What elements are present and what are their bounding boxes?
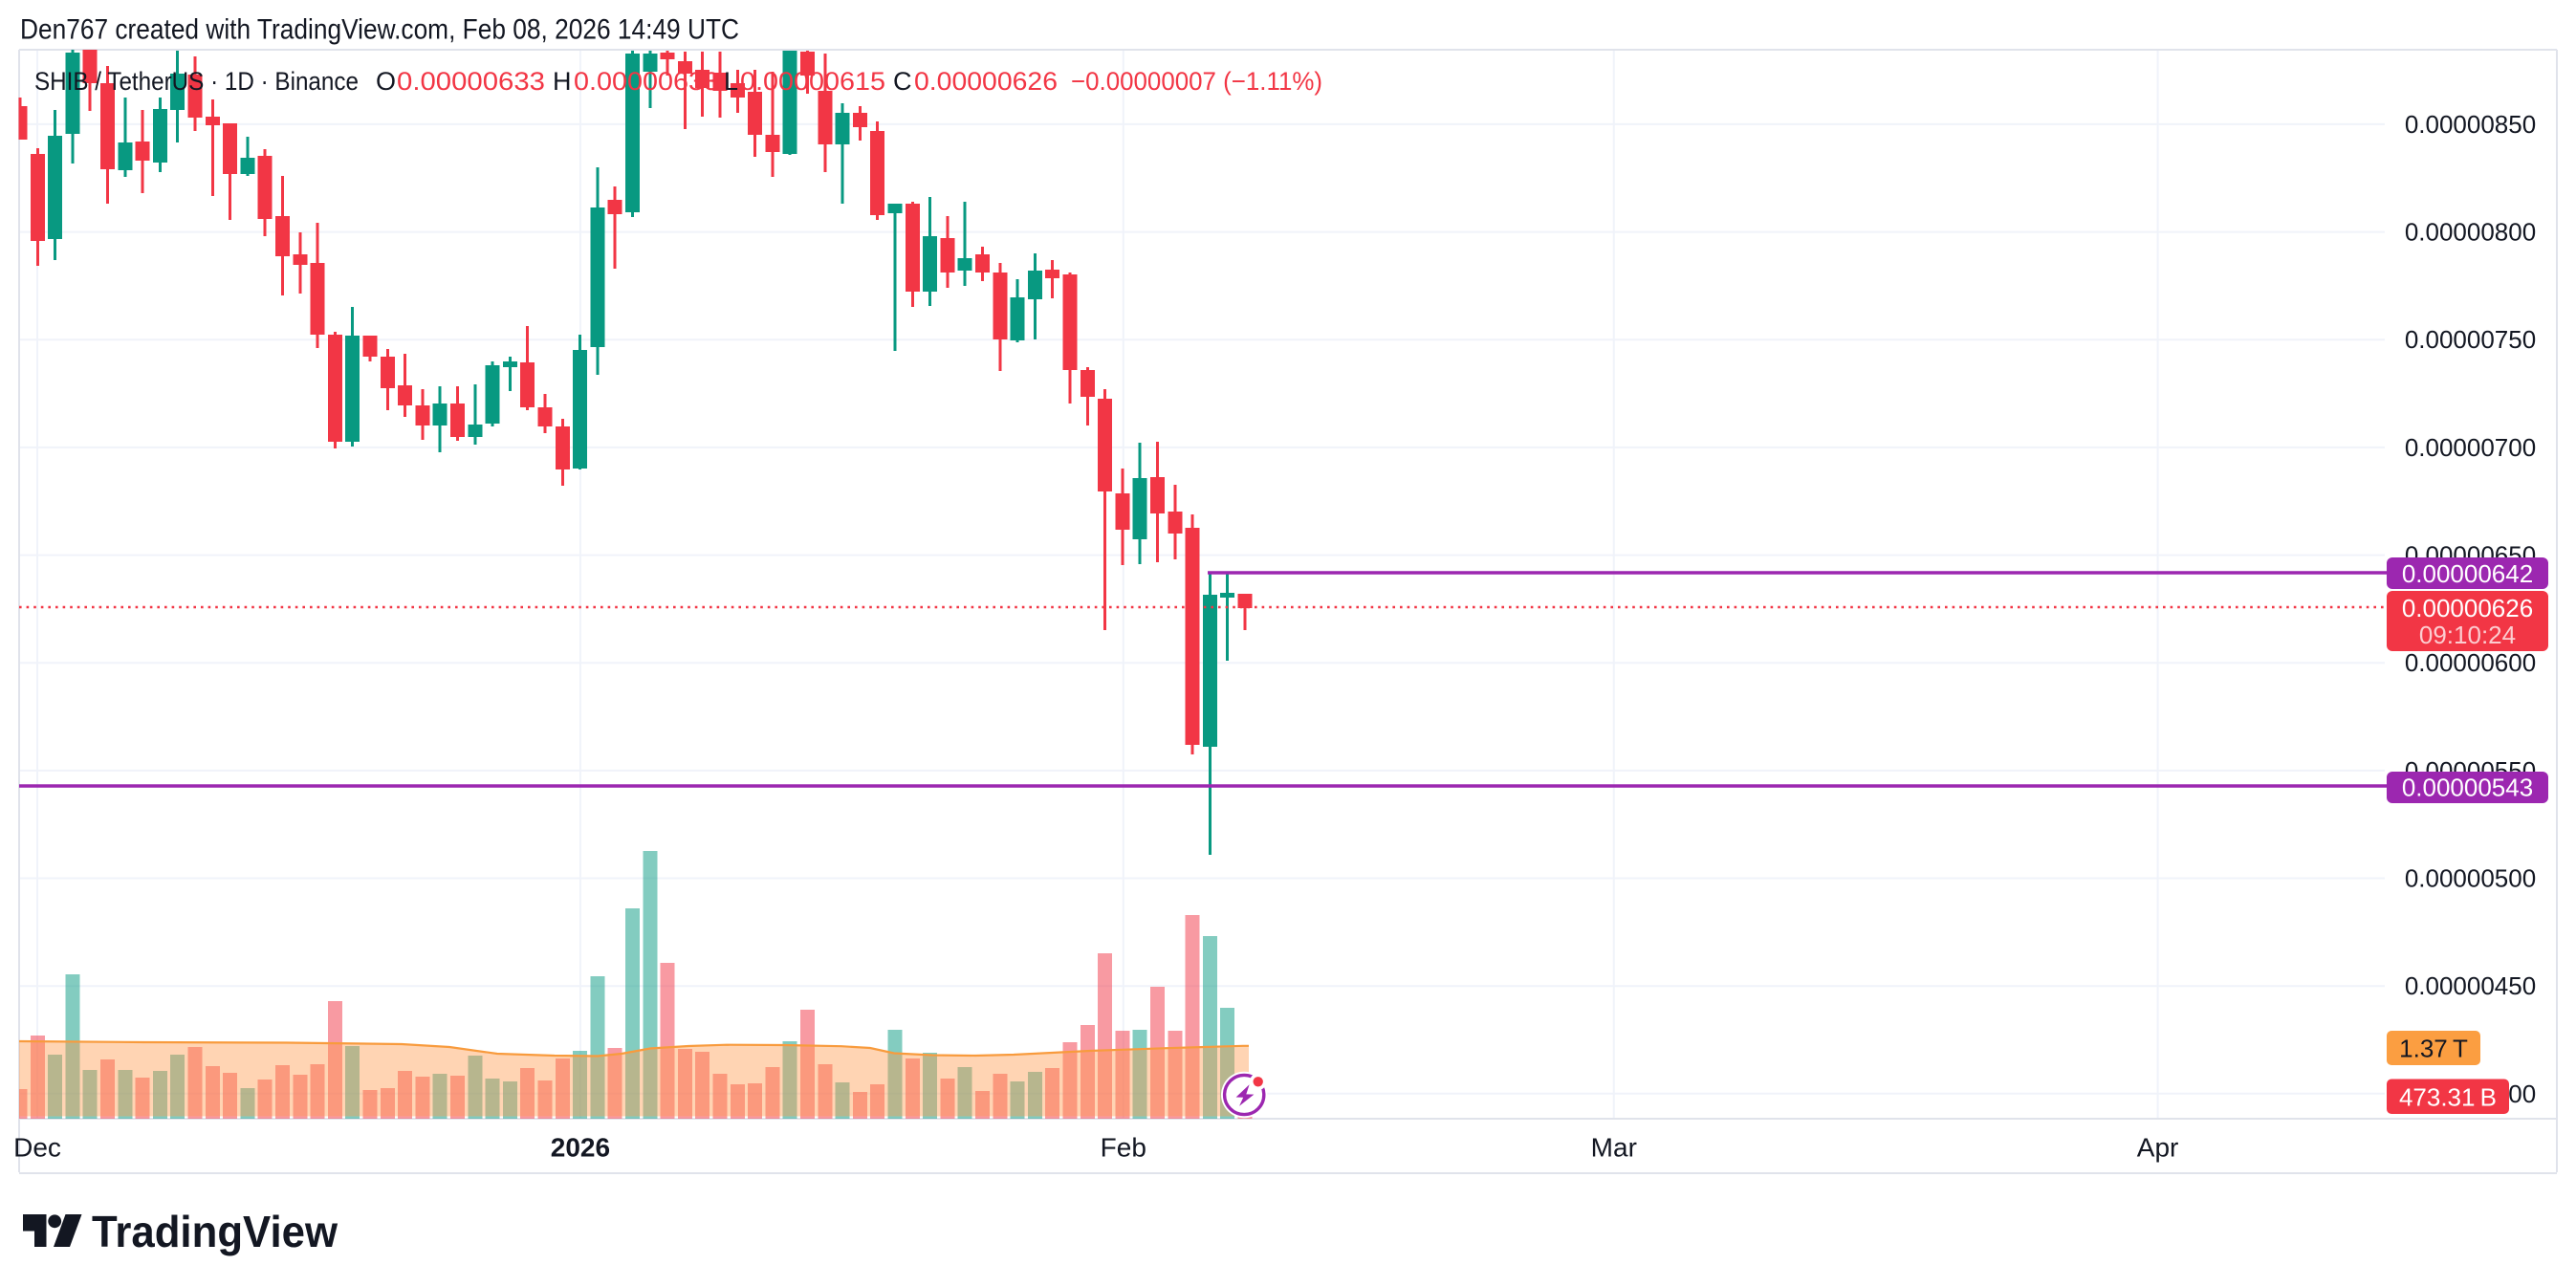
svg-text:0.00000450: 0.00000450: [2405, 971, 2536, 1000]
svg-text:09:10:24: 09:10:24: [2419, 621, 2516, 649]
svg-text:H: H: [553, 67, 572, 96]
svg-text:0.00000850: 0.00000850: [2405, 110, 2536, 139]
svg-text:0.00000800: 0.00000800: [2405, 218, 2536, 247]
svg-text:Den767 created with TradingVie: Den767 created with TradingView.com, Feb…: [20, 14, 739, 46]
svg-text:2026: 2026: [551, 1133, 610, 1163]
svg-text:0.00000615: 0.00000615: [740, 67, 885, 96]
svg-text:0.00000750: 0.00000750: [2405, 325, 2536, 354]
svg-text:473.31 B: 473.31 B: [2399, 1083, 2497, 1112]
svg-text:0.00000642: 0.00000642: [2402, 559, 2533, 588]
svg-text:0.00000626: 0.00000626: [2402, 594, 2533, 622]
svg-text:Apr: Apr: [2137, 1133, 2179, 1163]
svg-text:Feb: Feb: [1101, 1133, 1146, 1163]
svg-text:1.37 T: 1.37 T: [2399, 1035, 2468, 1063]
svg-text:SHIB / TetherUS · 1D · Binance: SHIB / TetherUS · 1D · Binance: [34, 67, 359, 96]
svg-text:0.00000700: 0.00000700: [2405, 433, 2536, 462]
svg-text:C: C: [893, 67, 912, 96]
svg-text:0.00000633: 0.00000633: [574, 67, 719, 96]
svg-text:0.00000500: 0.00000500: [2405, 864, 2536, 893]
svg-text:−0.00000007 (−1.11%): −0.00000007 (−1.11%): [1071, 67, 1322, 96]
svg-text:Mar: Mar: [1591, 1133, 1637, 1163]
svg-text:0.00000633: 0.00000633: [397, 67, 545, 96]
svg-text:L: L: [724, 67, 738, 96]
svg-text:Dec: Dec: [13, 1133, 61, 1163]
svg-text:O: O: [376, 67, 396, 96]
svg-text:0.00000600: 0.00000600: [2405, 648, 2536, 677]
svg-text:TradingView: TradingView: [92, 1207, 338, 1256]
svg-text:0.00000626: 0.00000626: [914, 67, 1058, 96]
svg-text:0.00000543: 0.00000543: [2402, 774, 2533, 802]
